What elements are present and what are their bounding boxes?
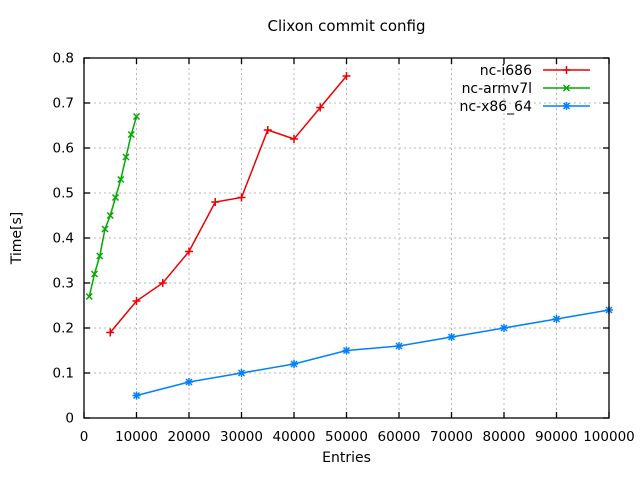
y-tick-label: 0.6 bbox=[53, 141, 74, 157]
marker-asterisk bbox=[342, 346, 351, 355]
x-tick-label: 20000 bbox=[168, 429, 211, 445]
marker-plus bbox=[290, 135, 298, 143]
marker-plus bbox=[132, 297, 141, 305]
marker-asterisk bbox=[185, 378, 193, 386]
x-tick-label: 0 bbox=[80, 429, 89, 445]
x-tick-label: 10000 bbox=[115, 429, 158, 445]
x-axis-label: Entries bbox=[322, 450, 371, 466]
chart-title: Clixon commit config bbox=[267, 17, 426, 35]
marker-cross bbox=[85, 292, 93, 301]
y-tick-label: 0.4 bbox=[53, 231, 74, 247]
marker-plus bbox=[237, 193, 246, 202]
plot-frame bbox=[83, 57, 610, 419]
tick-labels: 0 10000 20000 30000 40000 50000 60000 70000 8000… bbox=[53, 51, 635, 446]
y-tick-label: 0.5 bbox=[53, 186, 74, 202]
series-line-nc-armv7l bbox=[88, 116, 138, 297]
marker-cross bbox=[96, 252, 104, 260]
x-tick-label: 60000 bbox=[378, 429, 421, 445]
marker-asterisk bbox=[562, 102, 571, 110]
legend-label-nc-i686: nc-i686 bbox=[480, 63, 532, 79]
marker-plus bbox=[562, 66, 571, 74]
x-tick-label: 80000 bbox=[483, 429, 526, 445]
marker-plus bbox=[106, 328, 115, 337]
series-nc-i686 bbox=[106, 72, 351, 337]
marker-cross bbox=[117, 175, 125, 184]
marker-cross bbox=[122, 153, 130, 161]
y-tick-label: 0.8 bbox=[53, 51, 74, 67]
x-tick-label: 70000 bbox=[430, 429, 473, 445]
marker-asterisk bbox=[290, 360, 298, 368]
marker-cross bbox=[111, 193, 120, 202]
y-tick-label: 0.3 bbox=[53, 276, 74, 292]
series-line-nc-x86_64 bbox=[136, 309, 610, 397]
marker-plus bbox=[185, 247, 193, 256]
marker-plus bbox=[342, 72, 351, 80]
series-nc-x86_64 bbox=[132, 306, 613, 400]
x-tick-label: 50000 bbox=[325, 429, 368, 445]
y-tick-label: 0 bbox=[65, 411, 74, 427]
series-line-nc-i686 bbox=[109, 75, 348, 333]
x-tick-label: 90000 bbox=[535, 429, 578, 445]
marker-asterisk bbox=[132, 391, 141, 400]
marker-asterisk bbox=[500, 324, 508, 332]
marker-plus bbox=[263, 126, 272, 134]
x-tick-label: 40000 bbox=[273, 429, 316, 445]
y-axis-label: Time[s] bbox=[9, 211, 25, 265]
series-nc-armv7l bbox=[85, 112, 141, 301]
y-tick-label: 0.2 bbox=[53, 321, 74, 337]
marker-cross bbox=[90, 270, 99, 278]
marker-asterisk bbox=[447, 333, 456, 341]
marker-cross bbox=[101, 225, 109, 233]
marker-cross bbox=[132, 112, 141, 121]
marker-cross bbox=[106, 211, 114, 220]
marker-asterisk bbox=[237, 369, 246, 377]
legend: nc-i686 nc-armv7l nc-x86_64 bbox=[459, 63, 590, 115]
x-tick-label: 30000 bbox=[220, 429, 263, 445]
marker-cross bbox=[562, 84, 571, 92]
marker-plus bbox=[211, 198, 220, 206]
x-tick-label: 100000 bbox=[583, 429, 635, 445]
marker-plus bbox=[316, 103, 325, 112]
legend-label-nc-armv7l: nc-armv7l bbox=[462, 81, 532, 97]
marker-asterisk bbox=[395, 342, 403, 350]
marker-cross bbox=[127, 130, 135, 139]
marker-plus bbox=[158, 279, 167, 287]
y-tick-label: 0.1 bbox=[53, 366, 74, 382]
legend-label-nc-x86_64: nc-x86_64 bbox=[459, 99, 532, 115]
y-tick-label: 0.7 bbox=[53, 96, 74, 112]
marker-asterisk bbox=[552, 315, 561, 323]
